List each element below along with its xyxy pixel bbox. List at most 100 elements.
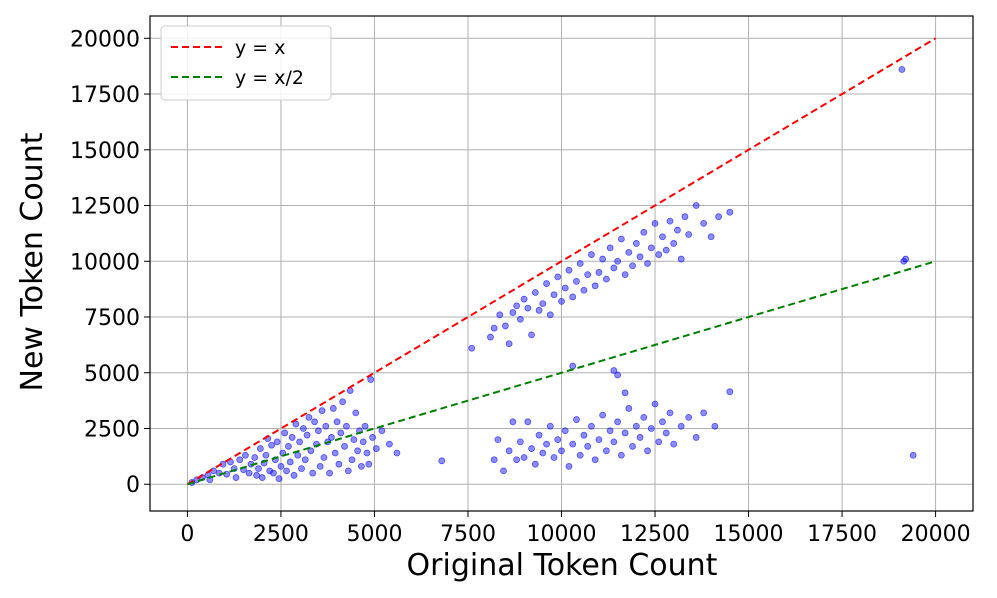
scatter-point	[283, 467, 290, 475]
scatter-point	[565, 266, 573, 274]
scatter-point	[288, 434, 296, 441]
scatter-point	[275, 475, 283, 483]
scatter-point	[305, 413, 313, 421]
scatter-point	[245, 469, 253, 477]
scatter-point	[617, 235, 625, 243]
scatter-point	[569, 440, 577, 448]
scatter-point	[490, 324, 498, 332]
scatter-point	[505, 340, 513, 348]
scatter-point	[528, 445, 535, 452]
scatter-point	[610, 438, 618, 446]
x-tick-label: 0	[180, 522, 194, 547]
scatter-point	[909, 451, 917, 459]
scatter-point	[647, 425, 655, 432]
x-tick-label: 7500	[440, 522, 496, 547]
scatter-point	[361, 422, 369, 430]
scatter-point	[573, 416, 580, 423]
scatter-point	[494, 436, 502, 444]
scatter-point	[614, 371, 622, 379]
scatter-point	[898, 66, 906, 73]
x-tick-label: 17500	[807, 522, 877, 547]
x-tick-label: 15000	[714, 522, 784, 547]
x-tick-label: 2500	[253, 522, 309, 547]
scatter-point	[520, 295, 528, 303]
x-axis-ticks: 0 2500 5000 7500 10000 12500 15000 17500 20000	[180, 511, 971, 547]
y-tick-label: 10000	[70, 250, 140, 275]
scatter-point	[341, 442, 348, 450]
scatter-point	[569, 362, 577, 370]
scatter-point	[348, 456, 356, 464]
scatter-point	[505, 447, 513, 455]
scatter-point	[329, 405, 337, 412]
scatter-point	[700, 219, 708, 227]
x-tick-label: 10000	[527, 522, 597, 547]
scatter-point	[236, 456, 244, 464]
scatter-point	[487, 333, 494, 341]
legend: y = x y = x/2	[160, 25, 332, 101]
scatter-point	[290, 471, 298, 479]
scatter-point	[621, 271, 629, 279]
scatter-point	[558, 447, 565, 455]
scatter-point	[333, 418, 341, 426]
scatter-point	[303, 431, 311, 439]
scatter-point	[655, 251, 663, 258]
scatter-point	[554, 436, 562, 444]
scatter-point	[331, 449, 339, 457]
scatter-point	[902, 255, 910, 263]
y-tick-label: 0	[126, 473, 140, 498]
scatter-point	[490, 456, 498, 464]
scatter-point	[350, 436, 358, 444]
scatter-point	[292, 420, 300, 428]
scatter-point	[681, 213, 689, 221]
scatter-point	[307, 447, 315, 455]
scatter-point	[640, 228, 648, 236]
scatter-point	[640, 413, 648, 421]
scatter-point	[535, 306, 543, 314]
scatter-point	[554, 273, 562, 281]
scatter-point	[468, 344, 476, 352]
scatter-point	[314, 427, 322, 435]
scatter-point	[677, 255, 685, 263]
scatter-point	[584, 442, 592, 450]
scatter-point	[644, 260, 651, 267]
scatter-point	[629, 442, 636, 450]
scatter-point	[550, 454, 558, 461]
scatter-point	[359, 438, 367, 446]
x-tick-label: 20000	[901, 522, 971, 547]
scatter-point	[636, 434, 644, 441]
scatter-point	[531, 460, 539, 468]
scatter-point	[251, 454, 259, 461]
scatter-point	[670, 440, 678, 448]
scatter-point	[513, 456, 521, 464]
scatter-point	[636, 253, 644, 261]
scatter-point	[539, 449, 547, 457]
scatter-point	[513, 302, 521, 310]
scatter-point	[659, 418, 666, 426]
scatter-point	[655, 438, 663, 446]
scatter-point	[674, 226, 681, 234]
scatter-point	[685, 413, 693, 421]
legend-label: y = x/2	[235, 67, 304, 89]
scatter-point	[258, 474, 266, 481]
scatter-point	[651, 400, 659, 408]
scatter-point	[711, 422, 719, 430]
scatter-point	[621, 389, 629, 397]
scatter-point	[629, 262, 636, 270]
scatter-point	[311, 418, 319, 426]
scatter-point	[614, 418, 622, 426]
scatter-point	[299, 425, 307, 432]
scatter-point	[509, 309, 517, 316]
scatter-point	[632, 422, 640, 430]
scatter-point	[644, 447, 651, 455]
scatter-point	[599, 255, 607, 263]
scatter-point	[326, 469, 333, 477]
scatter-point	[316, 463, 324, 470]
scatter-point	[352, 409, 360, 417]
scatter-point	[546, 311, 554, 319]
scatter-point	[666, 217, 674, 225]
scatter-point	[262, 451, 270, 459]
scatter-point	[500, 467, 507, 475]
y-tick-label: 2500	[84, 418, 140, 443]
scatter-point	[662, 246, 670, 254]
